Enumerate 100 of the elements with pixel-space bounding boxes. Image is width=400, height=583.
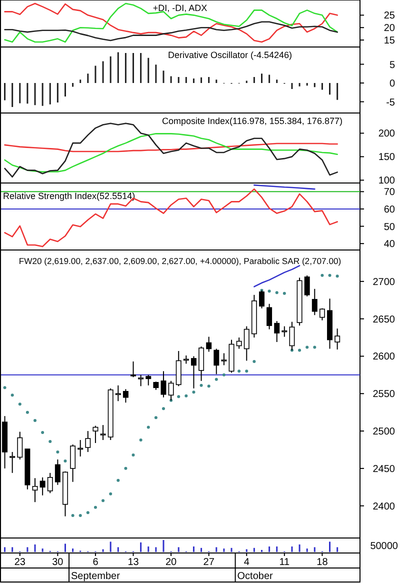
y-tick-label: 5	[389, 60, 396, 71]
y-tick-label: 2600	[372, 352, 396, 363]
x-tick-label: 6	[92, 557, 99, 568]
point	[41, 431, 44, 434]
point	[26, 410, 29, 414]
x-tick-label: 23	[14, 557, 26, 568]
candlestick	[115, 384, 121, 402]
x-tick-label: 13	[128, 557, 140, 568]
candlestick	[54, 458, 60, 486]
point	[328, 274, 332, 277]
candlestick	[10, 451, 16, 474]
y-tick-label: 2500	[372, 426, 396, 438]
x-tick-label: 4	[244, 557, 250, 568]
candlestick	[17, 431, 23, 460]
x-tick-label: 11	[279, 557, 290, 568]
y-tick-label: 60	[384, 204, 396, 216]
point	[336, 274, 339, 278]
text: 50000	[370, 541, 398, 552]
y-tick-label: 2550	[372, 389, 396, 400]
point	[214, 378, 218, 381]
point	[222, 373, 226, 376]
point	[154, 416, 158, 420]
candlestick	[304, 274, 310, 297]
point	[245, 370, 248, 373]
y-tick-label: 70	[384, 187, 396, 198]
candlestick	[146, 374, 152, 386]
candlestick	[176, 350, 182, 387]
y-tick-label: 50	[384, 222, 396, 233]
candlestick	[138, 374, 144, 387]
point	[109, 492, 112, 496]
y-tick-label: 150	[378, 152, 396, 164]
x-tick-label: 18	[316, 557, 328, 568]
y-tick-label: 2450	[372, 464, 396, 475]
candlestick	[70, 444, 76, 482]
y-tick-label: 20	[384, 23, 396, 34]
y-tick-label: 25	[384, 10, 396, 22]
y-tick-label: 2400	[372, 501, 396, 512]
point	[124, 466, 128, 470]
candlestick	[198, 346, 204, 382]
point	[275, 291, 278, 294]
point	[132, 453, 135, 456]
text: Relative Strength Index(52.5514)	[3, 191, 136, 201]
line-series	[4, 188, 338, 248]
candlestick	[100, 424, 106, 441]
point	[313, 346, 316, 349]
y-tick-label: 40	[384, 239, 396, 250]
point	[192, 390, 196, 394]
candlestick	[312, 288, 318, 316]
point	[3, 386, 6, 390]
candlestick	[40, 476, 46, 496]
candlestick	[92, 425, 98, 444]
candlestick	[122, 388, 128, 404]
point	[34, 419, 37, 422]
point	[200, 384, 203, 387]
candlestick	[32, 478, 38, 503]
point	[184, 394, 188, 398]
line-series	[4, 142, 338, 152]
y-tick-label: 200	[378, 128, 396, 140]
point	[306, 346, 309, 349]
point	[102, 499, 105, 502]
candlestick	[47, 472, 53, 494]
candlestick	[130, 360, 136, 378]
y-tick-label: 0	[389, 78, 396, 90]
point	[146, 426, 150, 429]
point	[282, 292, 286, 295]
candlestick	[334, 328, 340, 350]
point	[94, 506, 97, 509]
line-series	[4, 21, 338, 42]
point	[298, 348, 302, 352]
candlestick	[236, 337, 242, 350]
point	[207, 384, 210, 388]
point	[78, 514, 82, 518]
chart-title: Derivative Oscillator (-4.54246)	[168, 50, 292, 60]
y-tick-label: 2650	[372, 314, 396, 326]
point	[268, 290, 271, 293]
candlestick	[221, 352, 227, 366]
chart-title: Composite Index(116.978, 155.384, 176.877)	[162, 116, 342, 126]
line-series	[254, 265, 300, 288]
point	[116, 478, 120, 482]
y-tick-label: 2700	[372, 276, 396, 288]
point	[10, 394, 14, 397]
candlestick	[274, 320, 280, 343]
point	[18, 402, 22, 406]
y-tick-label: 100	[378, 176, 396, 187]
candlestick	[190, 356, 196, 389]
y-tick-label: -5	[386, 97, 396, 108]
x-tick-label: 30	[52, 557, 64, 568]
point	[177, 395, 180, 398]
line-series	[4, 2, 338, 43]
point	[320, 274, 324, 277]
line-series	[4, 133, 338, 172]
x-tick-label: 20	[165, 557, 178, 568]
text: October	[237, 571, 274, 582]
point	[252, 360, 256, 363]
point	[238, 370, 241, 373]
chart-title: +DI, -DI, ADX	[152, 3, 208, 13]
candlestick	[160, 370, 166, 398]
text: FW20 (2,619.00, 2,637.00, 2,609.00, 2,627.00, +4.00000), Parabolic SAR (2,707.00)	[18, 256, 342, 266]
point	[139, 438, 142, 442]
point	[86, 511, 90, 514]
